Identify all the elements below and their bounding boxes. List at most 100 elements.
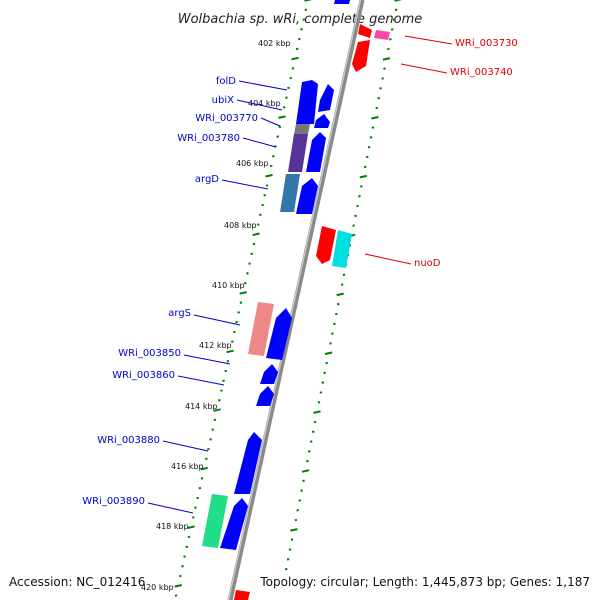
track-dot bbox=[325, 361, 329, 365]
track-tick bbox=[200, 466, 208, 471]
gene-folD-arrow-2[interactable] bbox=[318, 84, 334, 112]
gene-label-WRi_003740[interactable]: WRi_003740 bbox=[450, 67, 513, 78]
gene-WRi_003860-arrow[interactable] bbox=[256, 386, 274, 406]
track-dot bbox=[259, 213, 262, 216]
genome-title: Wolbachia sp. wRi, complete genome bbox=[178, 12, 423, 27]
track-dot bbox=[363, 165, 367, 169]
track-tick bbox=[265, 174, 273, 178]
track-dot bbox=[309, 440, 313, 443]
track-dot bbox=[342, 273, 346, 276]
ruler-label: 406 kbp bbox=[236, 159, 269, 168]
topology-text: Topology: circular; Length: 1,445,873 bp… bbox=[259, 575, 590, 589]
gene-WRi_003880-arrow[interactable] bbox=[234, 432, 262, 494]
track-dot bbox=[209, 438, 212, 441]
gene-WRi_003770-arrow[interactable] bbox=[294, 124, 310, 134]
track-dot bbox=[387, 47, 390, 51]
track-tick bbox=[394, 0, 402, 2]
track-dot bbox=[246, 272, 249, 275]
gene-WRi_003730-arrow[interactable] bbox=[358, 24, 372, 38]
track-dot bbox=[187, 535, 191, 539]
track-tick bbox=[304, 0, 312, 2]
track-dot bbox=[211, 428, 215, 431]
gene-WRi_003780-arrow-2[interactable] bbox=[306, 132, 326, 172]
track-dot bbox=[284, 567, 288, 571]
gene-feature[interactable] bbox=[334, 0, 350, 4]
track-dot bbox=[298, 499, 302, 502]
right-gene-labels: WRi_003730 WRi_003740 nuoD bbox=[364, 35, 518, 269]
track-dot bbox=[340, 283, 344, 286]
leader-line bbox=[400, 63, 448, 74]
track-dot bbox=[239, 301, 243, 304]
track-dot bbox=[300, 28, 303, 31]
track-dot bbox=[291, 67, 295, 70]
track-tick bbox=[313, 410, 321, 414]
gene-WRi_003890-arrow[interactable] bbox=[202, 494, 228, 548]
gene-folD-arrow[interactable] bbox=[296, 80, 318, 124]
track-dot bbox=[360, 185, 363, 188]
track-dot bbox=[383, 67, 386, 70]
gene-label-argD[interactable]: argD bbox=[195, 174, 219, 185]
track-dot bbox=[331, 332, 334, 335]
track-dot bbox=[276, 135, 280, 138]
ruler-label: 410 kbp bbox=[212, 281, 245, 290]
track-dot bbox=[198, 486, 202, 490]
track-tick bbox=[359, 174, 368, 179]
gene-label-WRi_003850[interactable]: WRi_003850 bbox=[118, 348, 181, 359]
ruler-label: 404 kbp bbox=[248, 99, 281, 108]
track-tick bbox=[371, 116, 379, 120]
gene-WRi_003730-arrow-2[interactable] bbox=[374, 30, 390, 40]
inner-dotted-track bbox=[174, 0, 312, 597]
gene-label-WRi_003880[interactable]: WRi_003880 bbox=[97, 435, 160, 446]
leader-line bbox=[260, 117, 281, 127]
track-dot bbox=[313, 420, 317, 424]
track-dot bbox=[213, 418, 217, 422]
track-dot bbox=[300, 489, 303, 492]
leader-line bbox=[193, 314, 241, 326]
leader-line bbox=[162, 440, 209, 452]
track-dot bbox=[191, 516, 195, 519]
track-dot bbox=[333, 322, 336, 326]
gene-argD-arrow[interactable] bbox=[280, 174, 300, 212]
leader-line bbox=[364, 253, 412, 265]
gene-WRi_003780-arrow[interactable] bbox=[288, 134, 308, 172]
gene-label-folD[interactable]: folD bbox=[216, 76, 236, 87]
gene-WRi_003740-arrow[interactable] bbox=[352, 40, 370, 72]
gene-argD-arrow-2[interactable] bbox=[296, 178, 318, 214]
track-dot bbox=[377, 96, 381, 100]
gene-feature-bottom[interactable] bbox=[234, 590, 250, 600]
track-dot bbox=[354, 214, 357, 218]
gene-label-ubiX[interactable]: ubiX bbox=[212, 95, 234, 106]
gene-label-WRi_003730[interactable]: WRi_003730 bbox=[455, 38, 518, 49]
gene-WRi_003770-arrow-2[interactable] bbox=[314, 114, 330, 128]
gene-WRi_003890-arrow-2[interactable] bbox=[220, 498, 248, 550]
ruler-labels: 402 kbp 404 kbp 406 kbp 408 kbp 410 kbp … bbox=[141, 39, 291, 592]
gene-nuoD-arrow[interactable] bbox=[316, 226, 336, 264]
gene-argS-arrow[interactable] bbox=[248, 302, 274, 356]
track-dot bbox=[217, 399, 221, 402]
track-dot bbox=[352, 224, 356, 227]
track-dot bbox=[304, 8, 308, 11]
track-dot bbox=[358, 195, 361, 198]
gene-argS-arrow-2[interactable] bbox=[266, 308, 292, 360]
track-tick bbox=[290, 528, 298, 532]
track-dot bbox=[185, 545, 189, 548]
track-dot bbox=[252, 242, 256, 246]
gene-label-WRi_003860[interactable]: WRi_003860 bbox=[112, 370, 175, 381]
track-dot bbox=[297, 37, 301, 41]
gene-label-WRi_003770[interactable]: WRi_003770 bbox=[195, 113, 258, 124]
track-dot bbox=[196, 496, 199, 500]
track-dot bbox=[272, 155, 275, 158]
track-dot bbox=[379, 87, 382, 90]
gene-label-nuoD[interactable]: nuoD bbox=[414, 258, 441, 269]
left-gene-labels: folD ubiX WRi_003770 WRi_003780 argD arg… bbox=[82, 76, 288, 514]
gene-WRi_003850-arrow[interactable] bbox=[260, 364, 278, 384]
track-dot bbox=[194, 506, 197, 509]
gene-label-argS[interactable]: argS bbox=[168, 308, 191, 319]
gene-label-WRi_003890[interactable]: WRi_003890 bbox=[82, 496, 145, 507]
track-dot bbox=[261, 203, 264, 207]
track-tick bbox=[336, 292, 344, 297]
track-tick bbox=[291, 56, 299, 61]
gene-nuoD-arrow-2[interactable] bbox=[332, 230, 352, 268]
leader-line bbox=[236, 99, 283, 111]
gene-label-WRi_003780[interactable]: WRi_003780 bbox=[177, 133, 240, 144]
